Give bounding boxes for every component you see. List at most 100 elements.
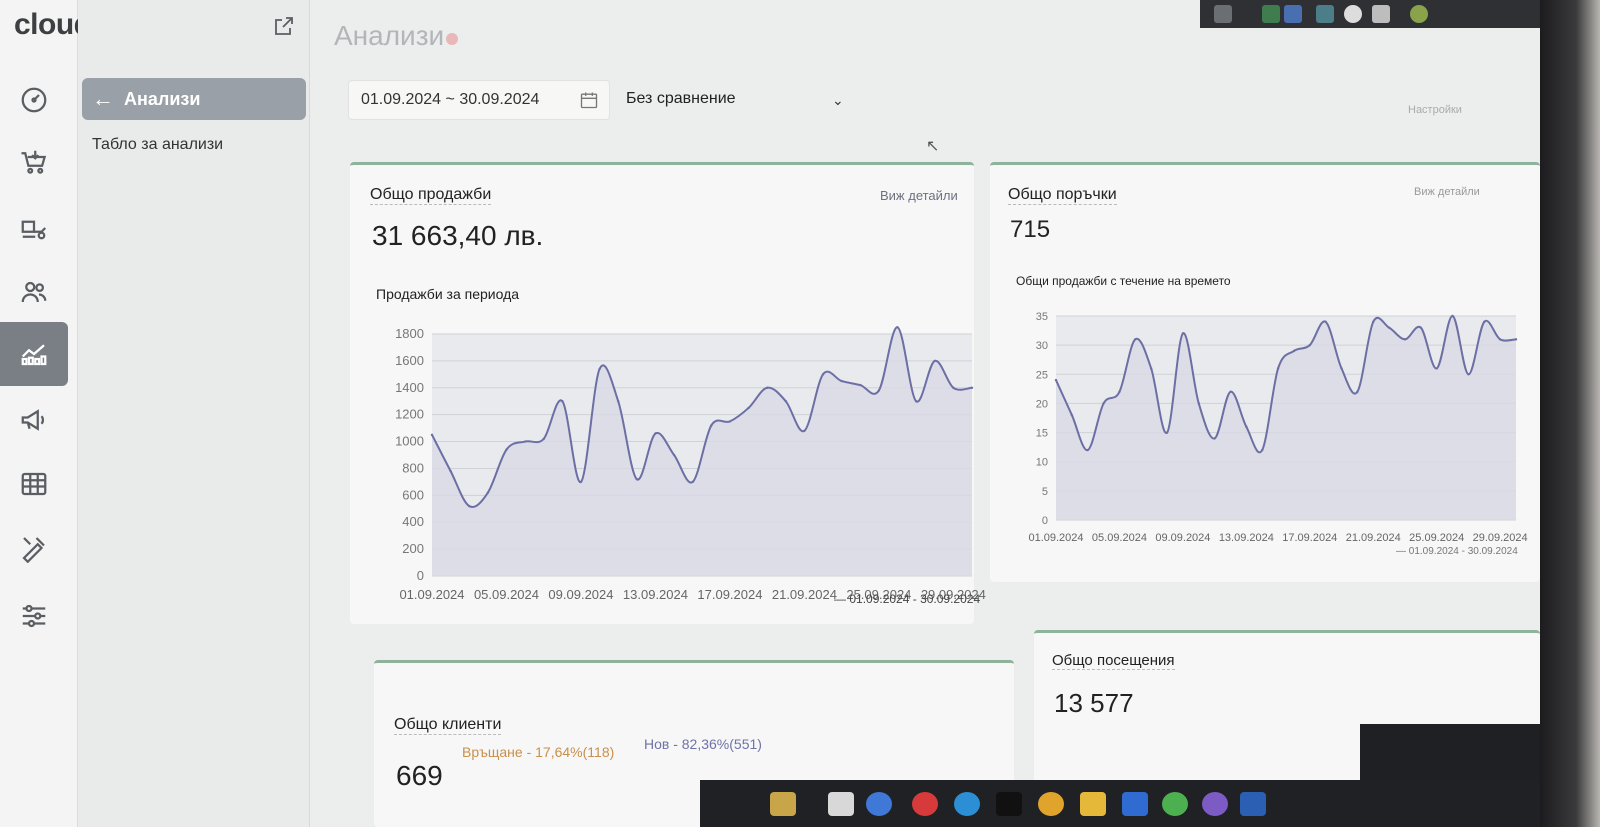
x-tick-label: 13.09.2024 <box>623 587 688 602</box>
data-point <box>1181 332 1185 335</box>
os-taskbar <box>700 780 1540 827</box>
data-point <box>430 433 434 437</box>
date-range-picker[interactable]: 01.09.2024 ~ 30.09.2024 <box>348 80 610 120</box>
arrow-left-icon: ← <box>92 86 114 111</box>
data-point <box>1514 338 1518 341</box>
data-point <box>1070 413 1074 417</box>
data-point <box>1356 390 1359 393</box>
data-point <box>542 437 545 441</box>
data-point <box>877 389 881 392</box>
data-point <box>1165 431 1169 434</box>
extension-icon[interactable] <box>1262 5 1280 23</box>
sidebar-item-analytics-dashboard[interactable]: Табло за анализи <box>92 136 224 153</box>
page-title: Анализи <box>334 20 459 52</box>
y-tick-label: 35 <box>1036 311 1048 323</box>
data-point <box>1118 390 1121 393</box>
extension-icon[interactable] <box>1344 5 1362 23</box>
data-point <box>840 379 843 383</box>
taskbar-app-icon[interactable] <box>1202 792 1228 816</box>
y-tick-label: 10 <box>1036 457 1048 469</box>
x-tick-label: 25.09.2024 <box>846 587 911 602</box>
settings-link[interactable]: Настройки <box>1408 104 1462 116</box>
sales-chart: 0 200 400 600 800 1000 1200 1400 1600 1800 01.09.2… <box>395 326 986 602</box>
y-tick-label: 0 <box>1042 515 1048 527</box>
data-point <box>1229 390 1232 393</box>
x-tick-label: 21.09.2024 <box>772 587 837 602</box>
data-point <box>1498 338 1502 341</box>
data-point <box>821 373 825 376</box>
x-tick-label: 01.09.2024 <box>399 587 464 602</box>
taskbar-app-icon[interactable] <box>1122 792 1148 816</box>
returning-customers-label: Връщане - 17,64%(118) <box>462 744 615 760</box>
data-point <box>1276 367 1280 370</box>
data-point <box>1451 314 1454 318</box>
shipping-icon[interactable] <box>12 206 56 250</box>
x-tick-label: 17.09.2024 <box>1282 532 1337 544</box>
data-point <box>914 400 918 403</box>
orders-chart-legend: — 01.09.2024 - 30.09.2024 <box>1396 546 1518 557</box>
taskbar-app-icon[interactable] <box>1162 792 1188 816</box>
data-point <box>523 440 527 443</box>
taskbar-app-icon[interactable] <box>1240 792 1266 816</box>
design-icon[interactable] <box>12 526 56 570</box>
x-tick-label: 01.09.2024 <box>1028 532 1083 544</box>
orders-details-link[interactable]: Виж детайли <box>1414 186 1480 198</box>
total-sales-title: Общо продажби <box>370 186 492 205</box>
y-tick-label: 20 <box>1036 398 1048 410</box>
data-point <box>859 383 862 387</box>
data-point <box>1086 448 1089 452</box>
analytics-icon[interactable] <box>0 322 68 386</box>
extension-icon[interactable] <box>1284 5 1302 23</box>
taskbar-app-icon[interactable] <box>954 792 980 816</box>
chevron-down-icon[interactable]: ⌄ <box>832 92 844 108</box>
date-range-value: 01.09.2024 ~ 30.09.2024 <box>361 91 540 108</box>
table-icon[interactable] <box>12 462 56 506</box>
y-tick-label: 25 <box>1036 369 1048 381</box>
secondary-sidebar <box>78 0 310 827</box>
compare-select[interactable]: Без сравнение <box>626 90 736 107</box>
x-tick-label: 17.09.2024 <box>697 587 762 602</box>
sales-details-link[interactable]: Виж детайли <box>880 188 958 203</box>
data-point <box>486 491 490 494</box>
dashboard-icon[interactable] <box>12 78 56 122</box>
system-tray[interactable] <box>1360 724 1540 780</box>
taskbar-app-icon[interactable] <box>1080 792 1106 816</box>
avatar[interactable] <box>1410 5 1428 23</box>
sliders-icon[interactable] <box>12 594 56 638</box>
taskbar-app-icon[interactable] <box>996 792 1022 816</box>
data-point <box>1340 367 1343 370</box>
extension-icon[interactable] <box>1372 5 1390 23</box>
total-visits-value: 13 577 <box>1054 688 1134 718</box>
data-point <box>1387 326 1391 329</box>
taskbar-app-icon[interactable] <box>828 792 854 816</box>
data-point <box>1261 448 1264 452</box>
total-orders-title: Общо поръчки <box>1008 186 1117 205</box>
data-point <box>579 480 583 484</box>
new-customers-label: Нов - 82,36%(551) <box>644 736 762 752</box>
extension-icon[interactable] <box>1316 5 1334 23</box>
taskbar-app-icon[interactable] <box>866 792 892 816</box>
data-point <box>1324 320 1327 324</box>
x-tick-label: 13.09.2024 <box>1219 532 1274 544</box>
data-point <box>1197 402 1200 405</box>
x-tick-label: 21.09.2024 <box>1346 532 1401 544</box>
taskbar-app-icon[interactable] <box>770 792 796 816</box>
y-tick-label: 30 <box>1036 340 1048 352</box>
star-icon[interactable] <box>1214 5 1232 23</box>
data-point <box>784 400 787 403</box>
external-link-icon[interactable] <box>272 14 296 38</box>
back-to-analytics-button[interactable]: ← Анализи <box>82 78 306 120</box>
sales-chart-title: Продажби за периода <box>376 286 520 302</box>
megaphone-icon[interactable] <box>12 398 56 442</box>
customers-icon[interactable] <box>12 270 56 314</box>
cart-icon[interactable] <box>12 140 56 184</box>
taskbar-app-icon[interactable] <box>912 792 938 816</box>
y-tick-label: 5 <box>1042 486 1048 498</box>
data-point <box>1102 402 1105 405</box>
data-point <box>765 386 769 389</box>
data-point <box>468 504 471 508</box>
data-point <box>1245 425 1248 428</box>
data-point <box>933 359 936 363</box>
taskbar-app-icon[interactable] <box>1038 792 1064 816</box>
data-point <box>598 367 601 371</box>
